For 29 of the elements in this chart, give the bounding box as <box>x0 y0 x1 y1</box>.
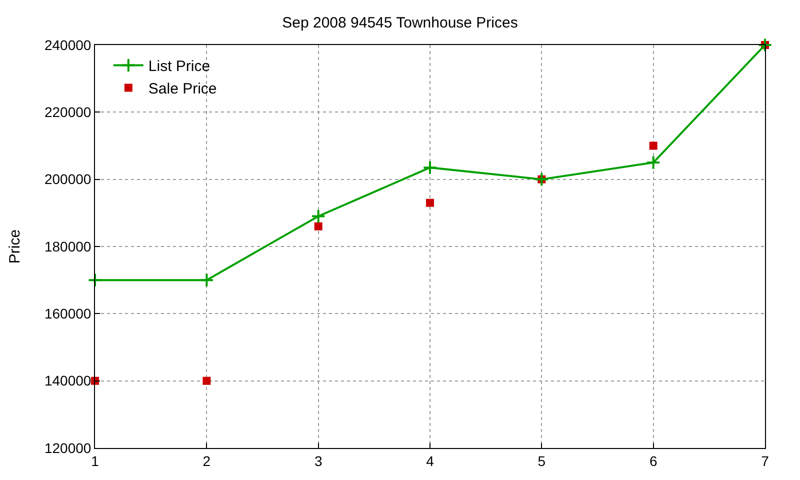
y-tick-label: 120000 <box>44 440 92 456</box>
point <box>646 155 661 170</box>
point <box>88 272 102 288</box>
y-tick-label: 180000 <box>44 238 92 254</box>
y-tick-label: 220000 <box>44 104 92 120</box>
point <box>649 142 658 150</box>
legend-label: Sale Price <box>148 80 217 98</box>
x-tick-label: 2 <box>202 452 211 469</box>
chart-title: Sep 2008 94545 Townhouse Prices <box>282 14 518 32</box>
point <box>199 272 214 288</box>
point <box>534 172 549 187</box>
point <box>314 222 322 230</box>
point <box>202 376 211 385</box>
x-tick-label: 3 <box>314 452 322 469</box>
y-axis-title: Price <box>6 229 24 264</box>
y-tick-label: 240000 <box>44 36 92 53</box>
legend-label: List Price <box>148 58 210 76</box>
x-tick-label: 1 <box>91 452 100 469</box>
point <box>422 160 438 175</box>
x-tick-label: 4 <box>426 452 434 469</box>
y-tick-label: 200000 <box>44 171 92 188</box>
x-tick-label: 7 <box>761 452 770 469</box>
point <box>758 38 772 52</box>
x-tick-label: 6 <box>649 452 658 469</box>
y-tick-label: 160000 <box>44 306 92 322</box>
x-tick-label: 5 <box>538 452 546 469</box>
point <box>426 198 434 207</box>
point <box>311 208 326 224</box>
y-tick-label: 140000 <box>44 372 92 389</box>
